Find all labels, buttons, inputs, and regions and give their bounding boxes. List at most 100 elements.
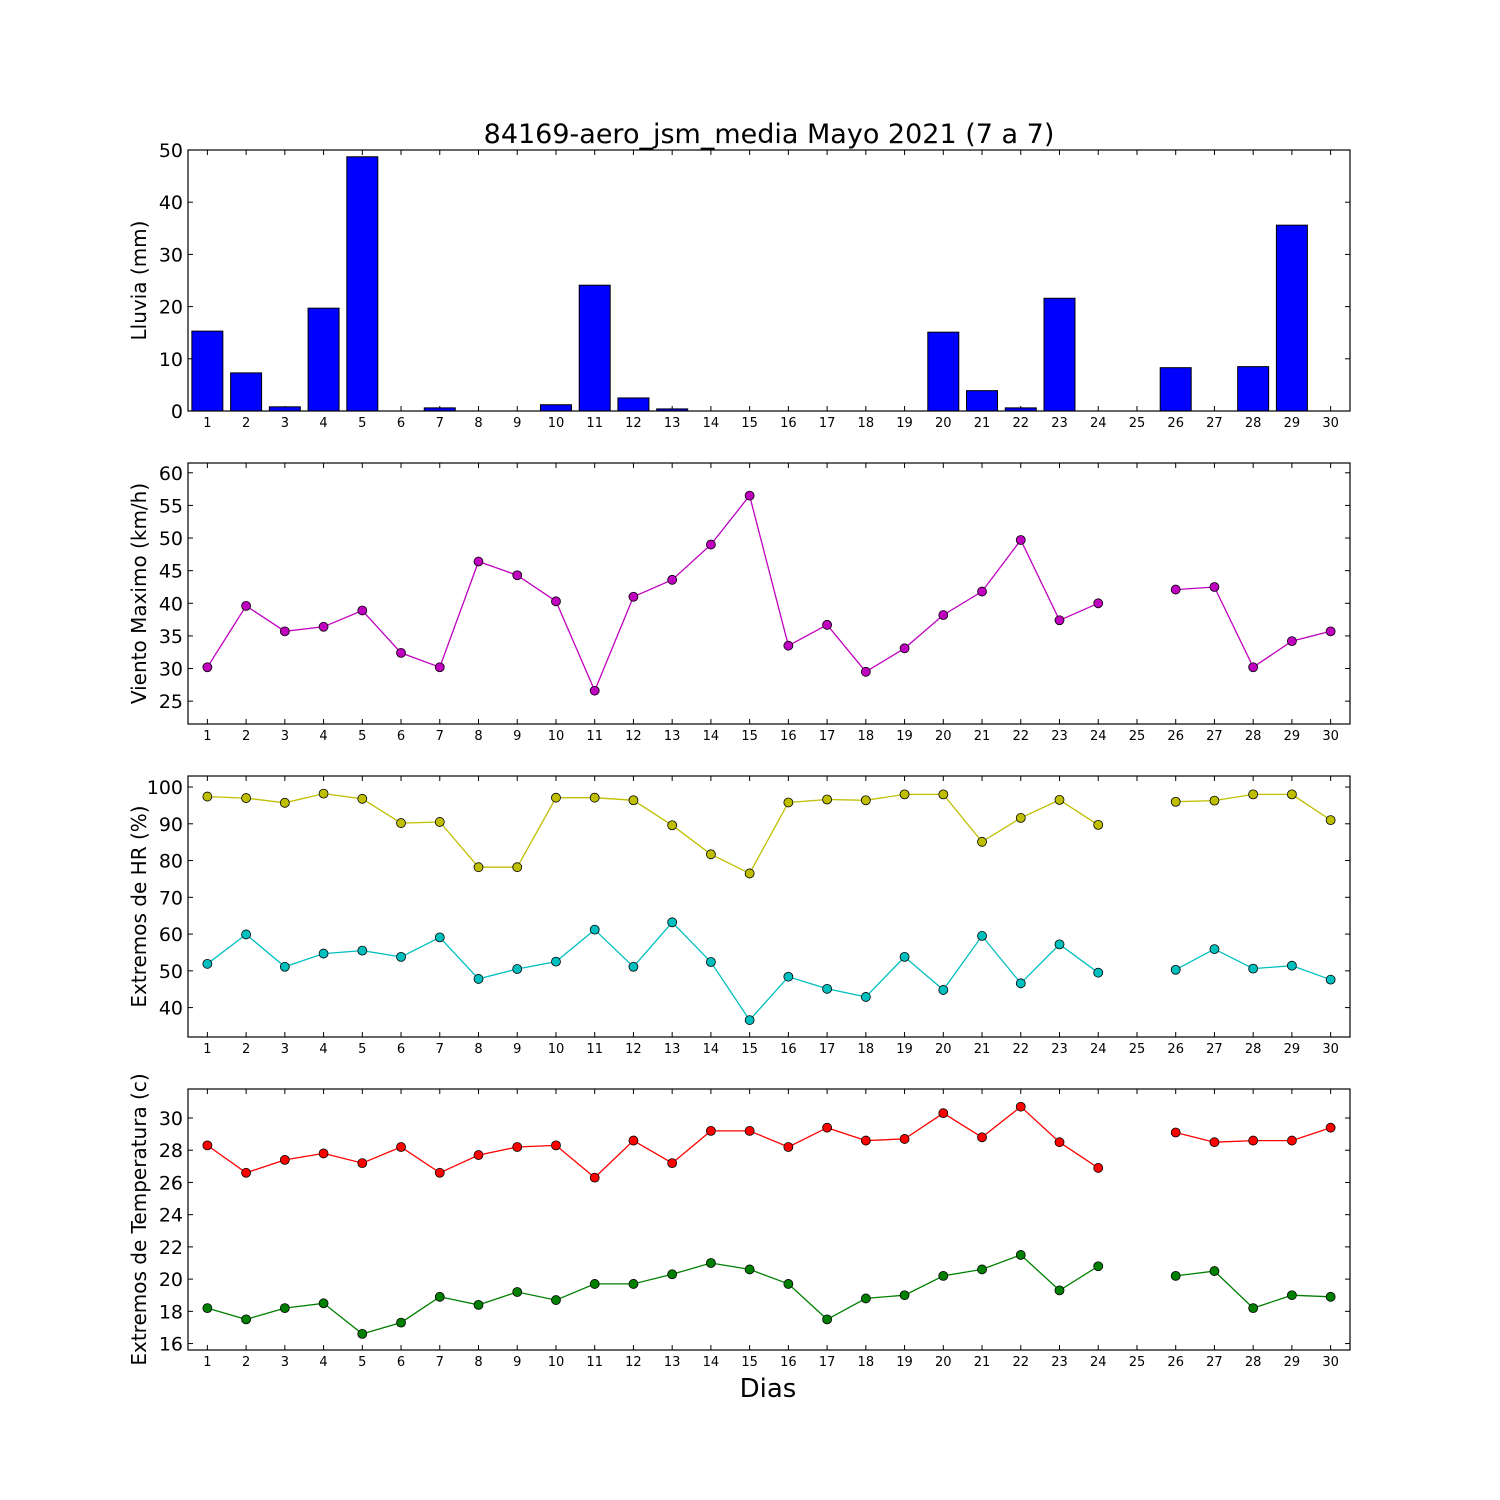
bar-day-21: [966, 390, 999, 412]
point-day-15: [744, 1015, 755, 1025]
point-day-28: [1248, 1135, 1259, 1146]
x-tick-label: 30: [1322, 729, 1339, 744]
point-day-24: [1093, 1261, 1104, 1272]
point-day-9: [512, 862, 523, 873]
point-day-27: [1209, 944, 1220, 955]
x-tick-label: 22: [1012, 416, 1029, 431]
point-day-29: [1287, 1290, 1297, 1301]
point-day-8: [473, 862, 484, 873]
x-tick-label: 24: [1090, 416, 1107, 431]
point-day-29: [1287, 1135, 1297, 1146]
point-day-30: [1325, 626, 1336, 637]
x-tick-label: 9: [513, 1042, 521, 1057]
x-tick-label: 8: [474, 1355, 482, 1370]
point-day-24: [1093, 598, 1104, 609]
x-tick-label: 20: [935, 416, 952, 431]
x-tick-label: 26: [1167, 416, 1184, 431]
point-day-11: [589, 1172, 600, 1183]
y-tick-label: 22: [159, 1237, 183, 1259]
point-day-19: [899, 643, 910, 654]
x-tick-label: 12: [625, 1042, 642, 1057]
point-day-12: [628, 591, 639, 602]
x-tick-label: 18: [858, 416, 875, 431]
x-tick-label: 30: [1322, 1042, 1339, 1057]
y-tick-label: 55: [159, 495, 183, 517]
point-day-2: [241, 1167, 252, 1178]
x-tick-label: 16: [780, 729, 797, 744]
x-tick-label: 5: [358, 729, 366, 744]
x-tick-label: 27: [1206, 416, 1223, 431]
point-day-29: [1287, 789, 1297, 800]
x-tick-label: 7: [436, 1355, 444, 1370]
series-line: [1175, 1270, 1331, 1309]
y-tick-label: 18: [159, 1301, 183, 1323]
point-day-5: [357, 945, 368, 956]
x-tick-label: 28: [1245, 1042, 1262, 1057]
x-tick-label: 7: [436, 729, 444, 744]
point-day-30: [1325, 1122, 1336, 1133]
x-tick-label: 14: [703, 1355, 720, 1370]
point-day-6: [396, 951, 406, 962]
point-day-2: [241, 793, 252, 803]
x-tick-label: 15: [741, 1355, 758, 1370]
x-tick-label: 3: [281, 729, 289, 744]
point-day-27: [1209, 1137, 1220, 1148]
point-day-11: [589, 685, 600, 696]
x-tick-label: 4: [319, 416, 327, 431]
x-tick-label: 27: [1206, 729, 1223, 744]
point-day-5: [357, 793, 368, 804]
x-tick-label: 16: [780, 1355, 797, 1370]
point-day-26: [1170, 964, 1181, 975]
point-day-1: [202, 662, 213, 673]
x-tick-label: 17: [819, 416, 836, 431]
point-day-2: [241, 929, 252, 940]
y-tick-label: 40: [159, 593, 183, 615]
point-day-20: [938, 1108, 949, 1119]
point-day-1: [202, 1303, 213, 1314]
point-day-8: [473, 974, 484, 984]
x-tick-label: 18: [858, 1355, 875, 1370]
x-tick-label: 11: [586, 729, 603, 744]
plot-frame: [187, 149, 1351, 412]
y-tick-label: 25: [159, 691, 183, 713]
point-day-22: [1015, 535, 1026, 545]
point-day-19: [899, 789, 910, 800]
x-tick-label: 19: [896, 729, 913, 744]
x-tick-label: 25: [1129, 1355, 1146, 1370]
point-day-10: [551, 1140, 561, 1151]
point-day-15: [744, 490, 755, 501]
y-tick-label: 50: [159, 528, 183, 550]
x-tick-label: 8: [474, 1042, 482, 1057]
point-day-7: [434, 1167, 445, 1178]
x-tick-label: 14: [703, 1042, 720, 1057]
point-day-18: [860, 666, 871, 677]
point-day-24: [1093, 1163, 1104, 1173]
point-day-13: [667, 1269, 678, 1280]
point-day-16: [783, 640, 794, 651]
x-tick-label: 29: [1284, 1042, 1301, 1057]
point-day-28: [1248, 963, 1259, 974]
x-tick-label: 23: [1051, 1355, 1068, 1370]
point-day-5: [357, 605, 368, 616]
point-day-7: [434, 1291, 445, 1302]
point-day-18: [860, 1293, 871, 1304]
point-day-12: [628, 1135, 639, 1146]
point-day-5: [357, 1158, 368, 1169]
x-tick-label: 3: [281, 416, 289, 431]
point-day-19: [899, 1290, 910, 1301]
x-tick-label: 12: [625, 1355, 642, 1370]
x-tick-label: 9: [513, 729, 521, 744]
x-tick-label: 29: [1284, 416, 1301, 431]
x-tick-label: 6: [397, 729, 405, 744]
plot-frame: [187, 462, 1351, 725]
series-line: [206, 494, 1099, 693]
point-day-6: [396, 1317, 406, 1328]
point-day-18: [860, 795, 871, 806]
x-tick-label: 6: [397, 1042, 405, 1057]
point-day-20: [938, 985, 949, 995]
x-tick-label: 30: [1322, 416, 1339, 431]
point-day-17: [822, 794, 832, 805]
x-tick-label: 20: [935, 729, 952, 744]
bar-day-26: [1159, 367, 1192, 412]
y-tick-label: 80: [159, 851, 183, 873]
